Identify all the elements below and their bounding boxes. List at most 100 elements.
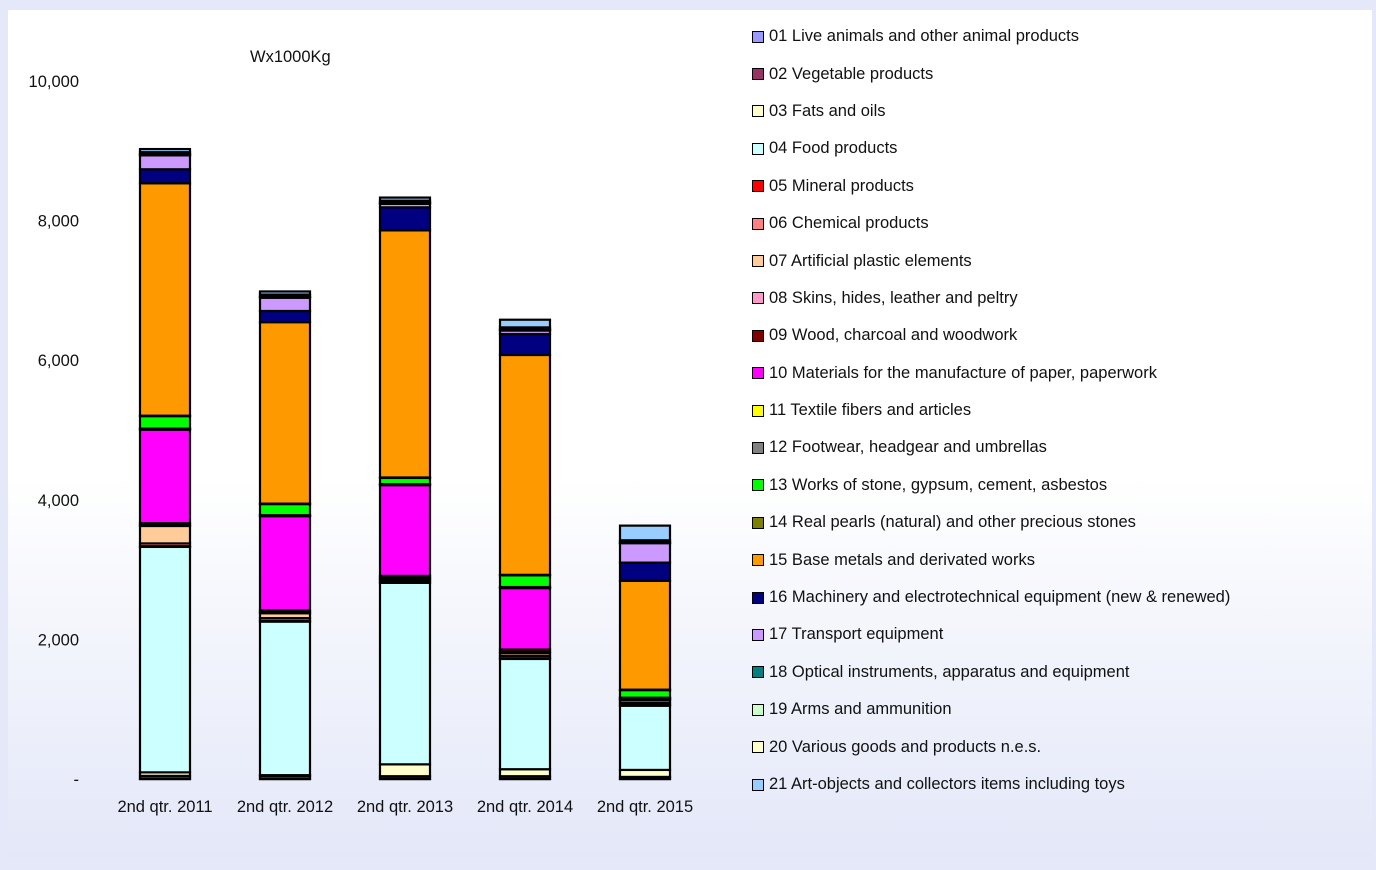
legend-label: 17 Transport equipment	[769, 625, 944, 644]
x-tick-label: 2nd qtr. 2013	[357, 798, 453, 816]
bar-segment	[378, 196, 432, 202]
legend-label: 16 Machinery and electrotechnical equipm…	[769, 588, 1231, 607]
legend-label: 20 Various goods and products n.e.s.	[769, 737, 1042, 756]
legend-swatch	[752, 180, 764, 193]
bar-segment	[498, 353, 552, 576]
legend-item: 11 Textile fibers and articles	[752, 392, 1362, 429]
legend-item: 01 Live animals and other animal product…	[752, 18, 1362, 55]
bar-segment	[258, 502, 312, 517]
legend-swatch	[752, 703, 764, 716]
x-tick-label: 2nd qtr. 2011	[117, 798, 212, 816]
legend-swatch	[752, 404, 764, 417]
bar-segment	[138, 168, 192, 185]
legend: 01 Live animals and other animal product…	[752, 18, 1362, 803]
y-tick-label: 2,000	[38, 631, 79, 649]
y-tick-label: 4,000	[38, 492, 79, 510]
legend-swatch	[752, 30, 764, 43]
legend-item: 15 Base metals and derivated works	[752, 541, 1362, 578]
legend-item: 18 Optical instruments, apparatus and eq…	[752, 654, 1362, 691]
legend-swatch	[752, 255, 764, 268]
bar-stack	[258, 290, 312, 781]
bar-segment	[138, 428, 192, 525]
legend-label: 02 Vegetable products	[769, 64, 934, 83]
legend-item: 19 Arms and ammunition	[752, 691, 1362, 728]
legend-item: 13 Works of stone, gypsum, cement, asbes…	[752, 467, 1362, 504]
legend-label: 10 Materials for the manufacture of pape…	[769, 363, 1157, 382]
legend-swatch	[752, 68, 764, 81]
legend-label: 07 Artificial plastic elements	[769, 251, 972, 270]
legend-item: 09 Wood, charcoal and woodwork	[752, 317, 1362, 354]
bar-stack	[618, 524, 672, 781]
legend-swatch	[752, 516, 764, 529]
legend-swatch	[752, 292, 764, 305]
legend-label: 05 Mineral products	[769, 176, 914, 195]
legend-swatch	[752, 367, 764, 380]
legend-swatch	[752, 479, 764, 492]
legend-label: 13 Works of stone, gypsum, cement, asbes…	[769, 475, 1108, 494]
bar-segment	[498, 318, 552, 329]
legend-item: 17 Transport equipment	[752, 616, 1362, 653]
bar-segment	[258, 321, 312, 505]
legend-item: 05 Mineral products	[752, 168, 1362, 205]
bar-segment	[258, 620, 312, 777]
bar-segment	[378, 229, 432, 479]
bar-segment	[498, 332, 552, 357]
bar-segment	[258, 296, 312, 313]
bar-segment	[138, 545, 192, 774]
bar-segment	[618, 704, 672, 772]
legend-item: 02 Vegetable products	[752, 55, 1362, 92]
y-tick-label: 6,000	[38, 352, 79, 370]
legend-label: 09 Wood, charcoal and woodwork	[769, 326, 1018, 345]
legend-label: 14 Real pearls (natural) and other preci…	[769, 513, 1136, 532]
legend-swatch	[752, 741, 764, 754]
x-tick-label: 2nd qtr. 2012	[237, 798, 333, 816]
legend-item: 14 Real pearls (natural) and other preci…	[752, 504, 1362, 541]
legend-item: 16 Machinery and electrotechnical equipm…	[752, 579, 1362, 616]
legend-item: 20 Various goods and products n.e.s.	[752, 728, 1362, 765]
legend-item: 21 Art-objects and collectors items incl…	[752, 766, 1362, 803]
x-axis: 2nd qtr. 2011 2nd qtr. 2012 2nd qtr. 2013 2…	[117, 798, 693, 816]
legend-swatch	[752, 105, 764, 118]
legend-item: 06 Chemical products	[752, 205, 1362, 242]
legend-label: 03 Fats and oils	[769, 101, 886, 120]
bar-segment	[498, 574, 552, 589]
bar-segment	[138, 524, 192, 545]
bar-segment	[258, 515, 312, 612]
y-tick-label: 10,000	[29, 73, 79, 91]
bar-segment	[138, 414, 192, 430]
legend-swatch	[752, 217, 764, 230]
legend-swatch	[752, 591, 764, 604]
legend-item: 10 Materials for the manufacture of pape…	[752, 355, 1362, 392]
legend-label: 08 Skins, hides, leather and peltry	[769, 288, 1018, 307]
y-tick-label: 8,000	[38, 213, 79, 231]
y-axis: - 2,000 4,000 6,000 8,000 10,000	[29, 73, 79, 789]
bar-segment	[138, 147, 192, 154]
bar-segment	[618, 541, 672, 564]
legend-item: 12 Footwear, headgear and umbrellas	[752, 429, 1362, 466]
bar-segment	[618, 579, 672, 691]
legend-label: 18 Optical instruments, apparatus and eq…	[769, 662, 1130, 681]
bar-segment	[498, 657, 552, 771]
bar-segment	[378, 206, 432, 232]
legend-label: 11 Textile fibers and articles	[769, 401, 972, 420]
legend-label: 19 Arms and ammunition	[769, 700, 952, 719]
x-tick-label: 2nd qtr. 2014	[477, 798, 573, 816]
bar-stack	[138, 147, 192, 781]
legend-label: 12 Footwear, headgear and umbrellas	[769, 438, 1047, 457]
legend-label: 01 Live animals and other animal product…	[769, 27, 1080, 46]
legend-swatch	[752, 329, 764, 342]
legend-swatch	[752, 666, 764, 679]
legend-label: 21 Art-objects and collectors items incl…	[769, 775, 1125, 793]
legend-item: 08 Skins, hides, leather and peltry	[752, 280, 1362, 317]
bars	[138, 147, 672, 781]
bar-segment	[138, 154, 192, 171]
legend-label: 04 Food products	[769, 139, 898, 158]
plot-panel	[8, 10, 1372, 858]
legend-swatch	[752, 441, 764, 454]
legend-swatch	[752, 778, 764, 791]
bar-segment	[618, 561, 672, 582]
legend-label: 06 Chemical products	[769, 214, 929, 233]
bar-stack	[378, 196, 432, 781]
legend-item: 04 Food products	[752, 130, 1362, 167]
